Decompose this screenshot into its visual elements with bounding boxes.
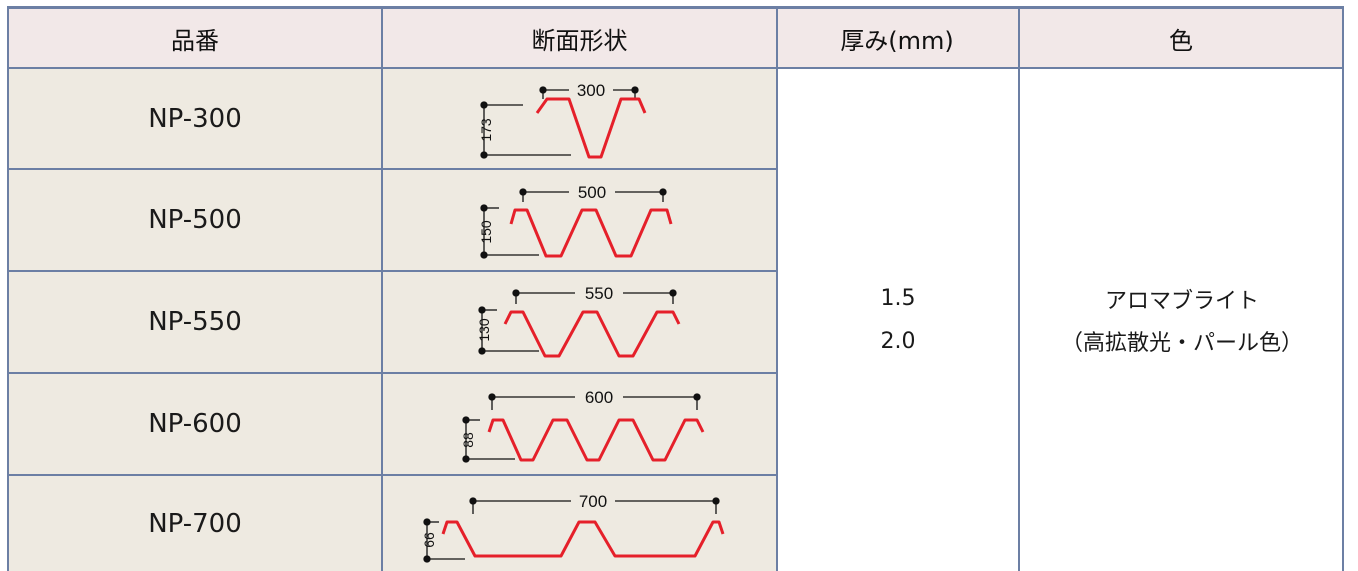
profile-cell: 550 130 <box>383 272 776 372</box>
profile-cell: 600 88 <box>383 374 776 474</box>
profile-cell: 500 150 <box>383 170 776 270</box>
header-thickness: 厚み(mm) <box>776 6 1018 67</box>
thickness-value: 2.0 <box>880 329 916 354</box>
svg-text:150: 150 <box>478 220 494 244</box>
thickness-value: 1.5 <box>880 286 916 311</box>
profile-diagram-np700: 700 66 <box>421 492 725 563</box>
color-cell: アロマブライト （高拡散光・パール色） <box>1020 69 1344 571</box>
color-note: （高拡散光・パール色） <box>1060 331 1303 356</box>
header-model: 品番 <box>7 6 383 67</box>
color-name: アロマブライト <box>1104 289 1259 314</box>
profile-diagram-np500: 500 150 <box>478 183 673 259</box>
model-cell: NP-500 <box>9 170 381 270</box>
header-profile: 断面形状 <box>383 6 776 67</box>
model-cell: NP-550 <box>9 272 381 372</box>
header-color: 色 <box>1018 6 1344 67</box>
model-cell: NP-700 <box>9 476 381 571</box>
model-cell: NP-600 <box>9 374 381 474</box>
profile-diagram-np300: 300 173 <box>478 81 647 159</box>
model-cell: NP-300 <box>9 69 381 168</box>
profile-diagram-np600: 600 88 <box>460 388 705 463</box>
spec-table: 品番 断面形状 厚み(mm) 色 NP-300 NP-500 NP-550 NP… <box>7 6 1344 571</box>
svg-text:66: 66 <box>421 532 437 548</box>
svg-text:500: 500 <box>578 183 606 202</box>
svg-text:130: 130 <box>476 318 492 342</box>
svg-text:300: 300 <box>577 81 605 100</box>
svg-text:173: 173 <box>478 118 494 142</box>
thickness-cell: 1.5 2.0 <box>778 69 1018 571</box>
profile-diagram-np550: 550 130 <box>476 284 681 358</box>
svg-text:700: 700 <box>579 492 607 511</box>
svg-text:600: 600 <box>585 388 613 407</box>
svg-text:88: 88 <box>460 432 476 448</box>
profile-cell: 300 173 <box>383 69 776 168</box>
svg-text:550: 550 <box>585 284 613 303</box>
profile-cell: 700 66 <box>383 476 776 571</box>
